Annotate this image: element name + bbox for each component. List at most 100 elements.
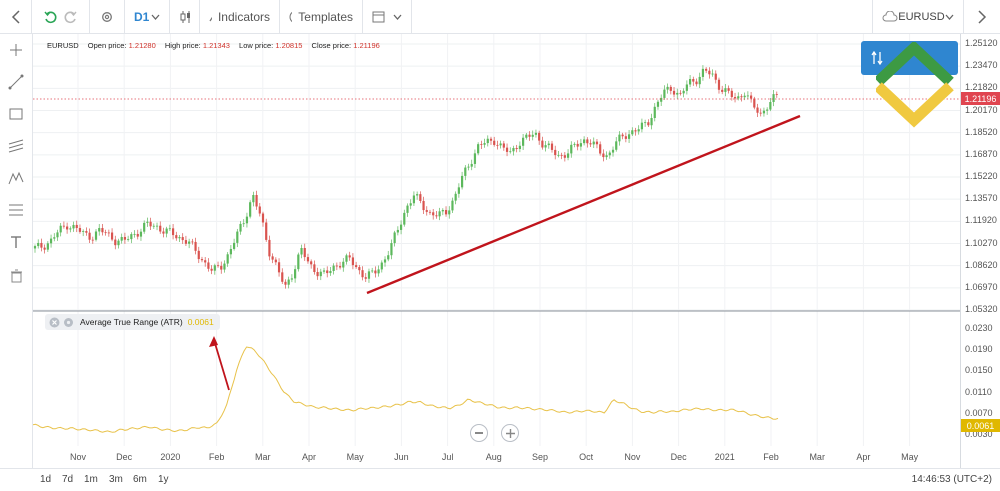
candle-body (223, 263, 226, 270)
candle-body (252, 194, 255, 203)
timeframe-1d[interactable]: 1d (40, 474, 52, 485)
price-axis-label: 1.05320 (965, 304, 998, 314)
chart-type-button[interactable] (170, 0, 200, 33)
candle-body (685, 84, 688, 91)
price-axis[interactable]: 1.25120 1.23470 1.21820 1.20170 1.18520 1.168… (960, 34, 1000, 468)
candle-body (396, 229, 399, 233)
candle-body (258, 206, 261, 214)
candle-body (730, 90, 733, 98)
time-axis-label: Feb (763, 452, 779, 462)
candle-body (390, 243, 393, 256)
candle-body (43, 247, 46, 250)
candle-body (733, 97, 737, 99)
candle-body (509, 151, 512, 153)
candle-body (557, 154, 560, 156)
candle-body (69, 228, 72, 230)
candle-body (159, 225, 162, 232)
fibonacci-tool[interactable] (6, 200, 26, 220)
candle-body (566, 153, 570, 158)
candle-body (525, 134, 528, 138)
candle-body (644, 122, 647, 124)
candle-body (297, 254, 300, 270)
trendline-tool[interactable] (6, 72, 26, 92)
candle-body (194, 241, 197, 251)
candle-body (692, 79, 695, 82)
settings-button[interactable] (90, 0, 125, 33)
candle-body (563, 155, 566, 158)
ohlc-symbol: EURUSD (47, 41, 79, 50)
calendar-button[interactable] (363, 0, 412, 33)
candle-body (377, 269, 380, 274)
candle-body (544, 145, 547, 148)
timeframe-select[interactable]: D1 (125, 0, 170, 33)
crosshair-tool[interactable] (6, 40, 26, 60)
candle-body (53, 237, 56, 239)
collapse-button[interactable] (964, 0, 1000, 33)
timeframe-6m[interactable]: 6m (133, 474, 147, 485)
chevron-left-icon (11, 9, 20, 24)
candle-body (650, 118, 653, 126)
candle-body (261, 213, 265, 223)
timeframe-1m[interactable]: 1m (84, 474, 98, 485)
indicators-button[interactable]: Indicators (200, 0, 280, 33)
candle-body (88, 232, 91, 240)
chevron-down-icon (945, 14, 954, 20)
chart-canvas[interactable] (33, 34, 960, 468)
candle-body (364, 277, 367, 279)
back-button[interactable] (0, 0, 32, 33)
candle-body (708, 70, 711, 75)
undo-icon[interactable] (44, 10, 58, 24)
candle-body (59, 225, 62, 233)
candle-body (133, 233, 136, 235)
candle-body (348, 255, 351, 258)
candle-body (33, 246, 37, 249)
candle-body (631, 130, 634, 135)
zoom-in-button[interactable] (501, 424, 519, 442)
candle-body (383, 259, 387, 263)
rectangle-tool[interactable] (6, 104, 26, 124)
candle-body (576, 143, 579, 147)
candle-body (441, 209, 444, 212)
redo-icon[interactable] (63, 10, 77, 24)
candle-body (114, 239, 117, 246)
candle-body (274, 259, 277, 263)
candle-body (319, 271, 322, 277)
channel-tool[interactable] (6, 136, 26, 156)
candle-body (624, 136, 627, 139)
delete-drawings-button[interactable] (6, 266, 26, 286)
candle-body (335, 265, 338, 267)
price-axis-label: 1.18520 (965, 126, 998, 137)
candle-body (149, 221, 152, 227)
zoom-out-button[interactable] (470, 424, 488, 442)
candle-body (480, 144, 483, 145)
symbol-value: EURUSD (898, 10, 945, 23)
price-axis-label: 1.10270 (965, 237, 998, 248)
timeframe-7d[interactable]: 7d (62, 474, 74, 485)
time-axis-label: Mar (255, 452, 271, 462)
candle-body (98, 228, 101, 232)
timeframe-3m[interactable]: 3m (109, 474, 123, 485)
candle-body (766, 109, 769, 111)
candle-body (332, 265, 335, 271)
candle-body (287, 279, 290, 285)
candle-body (204, 260, 207, 263)
time-axis-label: Mar (809, 452, 825, 462)
candle-body (647, 122, 650, 126)
timeframe-1y[interactable]: 1y (158, 474, 169, 485)
gear-icon[interactable] (63, 317, 74, 328)
trendline-icon (8, 74, 24, 90)
atr-axis-label: 0.0150 (965, 365, 993, 376)
pattern-tool[interactable] (6, 168, 26, 188)
templates-button[interactable]: f Templates (280, 0, 363, 33)
candle-body (422, 200, 425, 211)
candle-body (200, 259, 204, 261)
templates-label: Templates (298, 9, 353, 24)
time-axis-label: Apr (856, 452, 871, 462)
candle-body (460, 175, 464, 188)
candle-body (82, 231, 85, 232)
candle-body (737, 96, 740, 99)
text-tool[interactable] (6, 232, 26, 252)
close-icon[interactable] (49, 317, 60, 328)
candle-body (316, 272, 319, 277)
symbol-select[interactable]: EURUSD (872, 0, 964, 33)
